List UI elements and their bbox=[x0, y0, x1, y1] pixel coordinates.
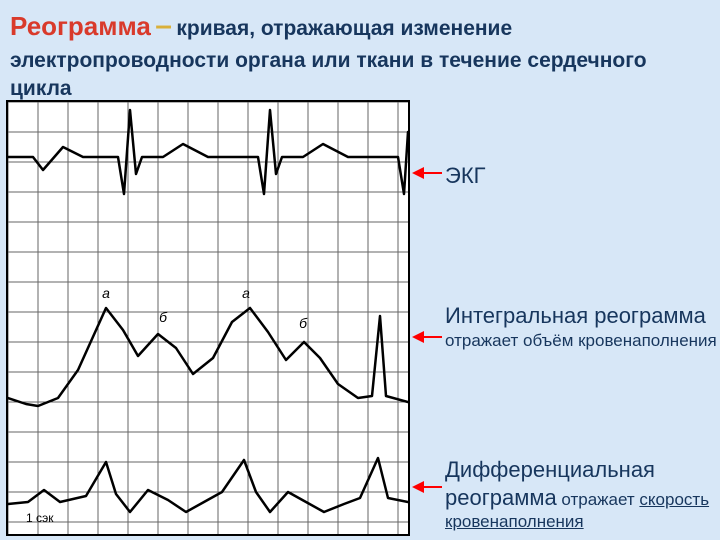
svg-text:1 сэк: 1 сэк bbox=[26, 511, 54, 525]
heading-dash: – bbox=[155, 9, 172, 42]
label-differential: Дифференциальная реограмма отражает скор… bbox=[445, 456, 720, 533]
arrow-ecg bbox=[414, 172, 442, 174]
label-differential-sub-prefix: отражает bbox=[557, 490, 640, 509]
svg-text:б: б bbox=[159, 309, 168, 325]
rheogram-svg: а б а б 1 сэк bbox=[8, 102, 408, 534]
label-integral-main: Интегральная реограмма bbox=[445, 303, 706, 328]
heading-term: Реограмма bbox=[10, 11, 151, 41]
svg-text:а: а bbox=[102, 285, 110, 301]
rheogram-chart: а б а б 1 сэк bbox=[6, 100, 410, 536]
label-integral-sub: отражает объём кровенаполнения bbox=[445, 331, 717, 350]
svg-text:а: а bbox=[242, 285, 250, 301]
label-integral: Интегральная реограмма отражает объём кр… bbox=[445, 302, 720, 352]
label-ecg-text: ЭКГ bbox=[445, 163, 486, 188]
label-ecg: ЭКГ bbox=[445, 162, 720, 190]
heading: Реограмма – кривая, отражающая изменение… bbox=[10, 6, 710, 103]
arrow-integral bbox=[414, 336, 442, 338]
arrow-differential bbox=[414, 486, 442, 488]
svg-text:б: б bbox=[299, 315, 308, 331]
